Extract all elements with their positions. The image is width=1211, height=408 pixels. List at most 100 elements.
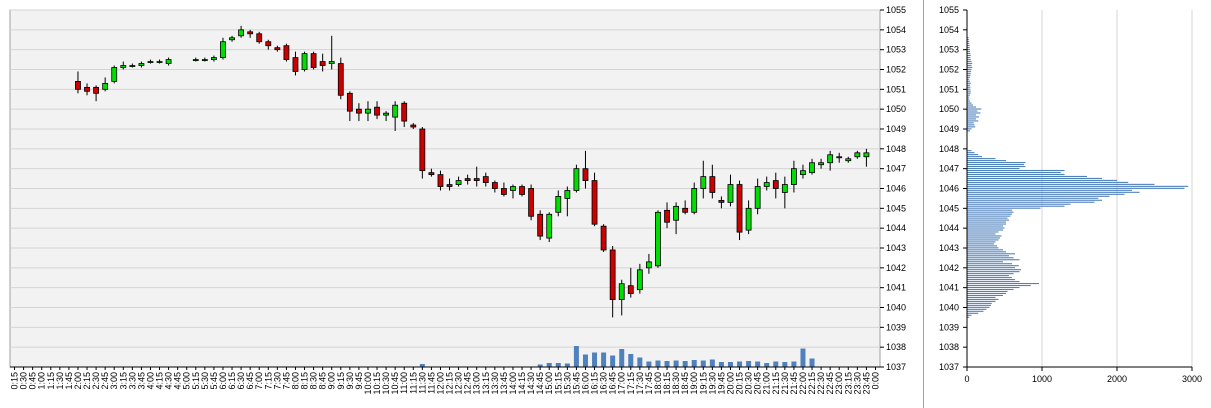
candle-down [337, 63, 344, 96]
time-x-tick-label: 17:45 [644, 372, 654, 395]
profile-bar [967, 298, 999, 300]
profile-bar [967, 199, 1102, 201]
time-x-tick-label: 16:15 [590, 372, 600, 395]
candle-up [156, 61, 163, 63]
candle-down [627, 285, 634, 295]
time-x-tick-label: 7:30 [272, 372, 282, 390]
profile-x-tick-label: 0 [964, 374, 969, 384]
time-x-tick-label: 12:00 [435, 372, 445, 395]
candle-up [845, 158, 852, 162]
profile-bar [967, 277, 1012, 279]
profile-bar [967, 257, 1014, 259]
candle-up [636, 269, 643, 291]
price-y-tick-label: 1053 [886, 45, 906, 55]
profile-bar [967, 150, 972, 152]
time-x-tick-label: 11:15 [408, 372, 418, 394]
time-x-tick-label: 17:15 [626, 372, 636, 395]
time-x-tick-label: 5:00 [182, 372, 192, 390]
candle-down [682, 207, 689, 213]
profile-bar [967, 251, 1006, 253]
time-x-tick-label: 18:15 [662, 372, 672, 395]
profile-bar [967, 162, 1026, 164]
profile-bar [967, 64, 972, 66]
candle-down [319, 61, 326, 66]
candle-up [854, 152, 861, 158]
profile-bar [967, 66, 973, 68]
profile-bar [967, 62, 973, 64]
profile-bar [967, 156, 982, 158]
profile-bar [967, 98, 970, 100]
volume-bar [537, 364, 543, 367]
profile-x-tick-label: 3000 [1182, 374, 1202, 384]
profile-y-tick-label: 1045 [939, 203, 959, 213]
profile-y-tick-label: 1044 [939, 223, 959, 233]
profile-y-tick-label: 1052 [939, 65, 959, 75]
candle-up [754, 186, 761, 209]
profile-bar [967, 308, 987, 310]
profile-bar [967, 225, 1003, 227]
profile-bar [967, 160, 1006, 162]
time-x-tick-label: 2:45 [100, 372, 110, 390]
time-x-tick-label: 23:15 [843, 372, 853, 395]
profile-bar [967, 273, 1014, 275]
price-y-tick-label: 1047 [886, 164, 906, 174]
volume-bar [764, 363, 770, 367]
volume-bar [564, 363, 570, 367]
profile-bar [967, 37, 969, 39]
time-x-tick-label: 0:30 [19, 372, 29, 390]
candle-up [165, 59, 172, 64]
time-x-tick-label: 14:45 [535, 372, 545, 395]
candle-down [292, 57, 299, 72]
time-x-tick-label: 20:00 [725, 372, 735, 395]
time-x-tick-label: 8:15 [300, 372, 310, 390]
volume-bar [773, 361, 779, 367]
volume-bar [673, 360, 679, 367]
time-x-tick-label: 14:15 [517, 372, 527, 395]
candle-down [410, 124, 417, 128]
time-x-tick-label: 21:00 [762, 372, 772, 395]
volume-bar [582, 354, 588, 367]
price-y-tick-label: 1041 [886, 283, 906, 293]
candle-down [356, 108, 362, 114]
price-y-tick-label: 1045 [886, 203, 906, 213]
volume-bar [746, 361, 752, 367]
profile-bar [967, 167, 1020, 170]
candle-down [591, 180, 598, 225]
time-x-tick-label: 11:00 [399, 372, 409, 394]
candle-up [691, 188, 698, 213]
profile-bar [967, 191, 1140, 193]
time-x-tick-label: 8:45 [318, 372, 328, 390]
time-x-tick-label: 6:15 [227, 372, 237, 390]
profile-y-tick-label: 1043 [939, 243, 959, 253]
time-x-tick-label: 17:30 [635, 372, 645, 395]
candle-up [646, 261, 652, 269]
time-x-tick-label: 11:30 [417, 372, 427, 394]
volume-bar [655, 360, 661, 367]
time-x-tick-label: 10:45 [390, 372, 400, 395]
candle-down [528, 188, 534, 217]
time-x-tick-label: 10:30 [381, 372, 391, 395]
time-x-tick-label: 9:00 [327, 372, 337, 390]
time-x-tick-label: 5:15 [191, 372, 201, 390]
time-x-tick-label: 5:30 [200, 372, 210, 390]
time-x-tick-label: 15:00 [544, 372, 554, 395]
time-x-tick-label: 3:45 [136, 372, 146, 390]
profile-bar [967, 48, 970, 51]
volume-bar [691, 360, 697, 367]
profile-bar [967, 110, 978, 112]
time-x-tick-label: 22:15 [807, 372, 817, 395]
candle-down [736, 184, 743, 233]
profile-bar [967, 152, 975, 154]
profile-bar [967, 70, 972, 72]
profile-bar [967, 207, 1041, 209]
volume-bar [791, 361, 797, 367]
profile-bar [967, 241, 996, 243]
price-y-axis: 1037 1038 1039 1040 1041 1042 1043 1044 1045 1046… [880, 5, 906, 372]
price-y-tick-label: 1049 [886, 124, 906, 134]
candle-up [383, 112, 389, 116]
time-x-tick-label: 14:00 [508, 372, 518, 395]
time-x-tick-label: 1:45 [64, 372, 74, 390]
profile-bar [967, 154, 979, 156]
volume-bars [419, 346, 815, 367]
profile-bar [967, 279, 1015, 281]
